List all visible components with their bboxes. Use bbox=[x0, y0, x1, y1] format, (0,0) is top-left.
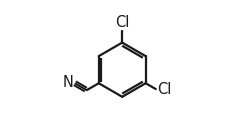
Text: Cl: Cl bbox=[115, 15, 129, 30]
Text: Cl: Cl bbox=[156, 82, 170, 97]
Text: N: N bbox=[62, 75, 73, 90]
